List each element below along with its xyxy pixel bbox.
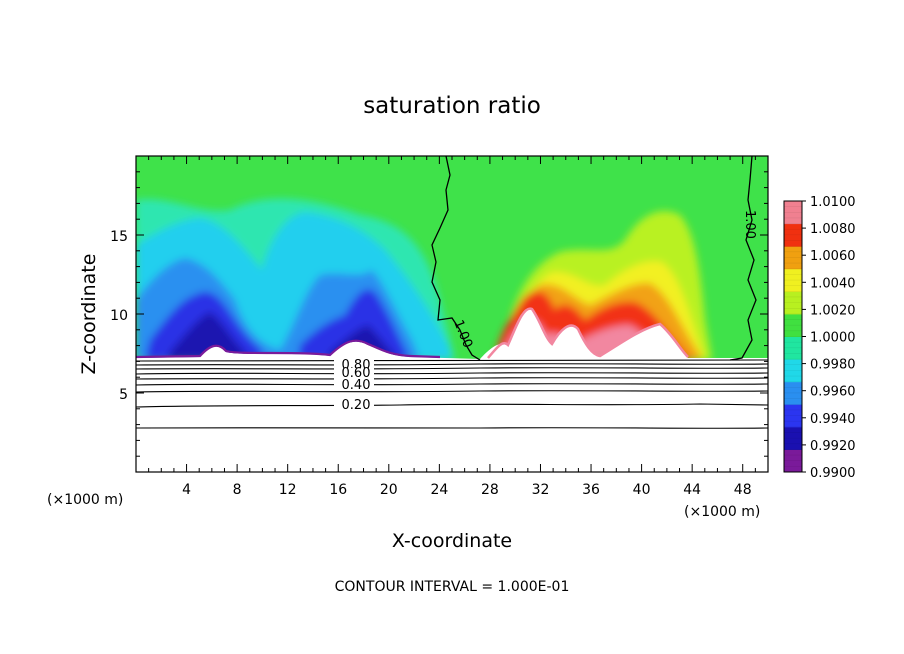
colorbar-swatch — [784, 201, 802, 225]
x-tick-label: 24 — [430, 482, 448, 498]
x-tick-label: 12 — [279, 482, 297, 498]
colorbar-label: 1.0060 — [810, 249, 856, 264]
colorbar-label: 1.0080 — [810, 222, 856, 237]
colorbar-swatch — [784, 313, 802, 337]
colorbar-label: 0.9900 — [810, 466, 856, 481]
contour-label-1-00-right: 1.00 — [742, 210, 757, 239]
colorbar-swatch — [784, 449, 802, 473]
field-region-left-navy — [168, 312, 245, 360]
contour-label-0-20: 0.20 — [342, 398, 371, 413]
colorbar-swatch — [784, 336, 802, 360]
contour-line — [136, 363, 768, 366]
x-tick-label: 48 — [734, 482, 752, 498]
contour-line — [136, 390, 768, 393]
x-unit-right: (×1000 m) — [684, 504, 760, 520]
x-tick-label: 8 — [233, 482, 242, 498]
x-tick-label: 16 — [329, 482, 347, 498]
contour-line — [136, 403, 768, 408]
colorbar-label: 0.9920 — [810, 439, 856, 454]
x-axis-label: X-coordinate — [392, 530, 512, 552]
field-plot — [136, 156, 768, 472]
x-tick-label: 28 — [481, 482, 499, 498]
contour-line — [136, 427, 768, 429]
x-tick-label: 44 — [683, 482, 701, 498]
contour-label-bg — [334, 377, 374, 390]
colorbar-label: 0.9940 — [810, 412, 856, 427]
layer-contours — [136, 359, 768, 429]
x-tick-label: 32 — [532, 482, 550, 498]
y-tick-label: 10 — [110, 308, 128, 324]
pink-rim-right — [487, 307, 689, 359]
colorbar-swatch — [784, 359, 802, 383]
colorbar-label: 1.0040 — [810, 276, 856, 291]
contour-line — [136, 377, 768, 380]
colorbar-label: 0.9980 — [810, 358, 856, 373]
colorbar-swatch — [784, 426, 802, 450]
colorbar-swatch — [784, 223, 802, 247]
colorbar: 0.9900 0.9920 0.9940 0.9960 0.9980 1.0000 1.00… — [783, 195, 856, 481]
colorbar-label: 1.0020 — [810, 303, 856, 318]
contour-label-bg — [334, 368, 374, 377]
contour-line — [136, 383, 768, 386]
x-tick-label: 4 — [182, 482, 191, 498]
colorbar-label: 1.0100 — [810, 195, 856, 210]
colorbar-label: 0.9960 — [810, 385, 856, 400]
y-axis-label: Z-coordinate — [78, 254, 100, 375]
contour-line — [136, 372, 768, 375]
purple-rim-left — [136, 339, 441, 359]
contour-label-bg — [334, 357, 374, 368]
colorbar-swatch — [784, 246, 802, 270]
contour-line — [136, 359, 768, 362]
x-unit-left: (×1000 m) — [47, 492, 123, 508]
masked-region — [136, 309, 768, 472]
contour-line — [136, 367, 768, 370]
colorbar-swatch — [784, 291, 802, 315]
contour-label-bg — [334, 397, 374, 411]
colorbar-swatch — [784, 404, 802, 428]
x-tick-label: 36 — [582, 482, 600, 498]
chart-title: saturation ratio — [363, 93, 541, 119]
colorbar-swatch — [784, 268, 802, 292]
contour-interval: CONTOUR INTERVAL = 1.000E-01 — [335, 579, 570, 595]
contour-1-00-left — [431, 156, 481, 361]
y-tick-label: 5 — [119, 387, 128, 403]
x-tick-label: 40 — [633, 482, 651, 498]
colorbar-swatch — [784, 381, 802, 405]
contour-label-0-40: 0.40 — [342, 378, 371, 393]
contour-1-00-right — [729, 156, 757, 361]
x-tick-label: 20 — [380, 482, 398, 498]
colorbar-label: 1.0000 — [810, 331, 856, 346]
y-tick-label: 15 — [110, 229, 128, 245]
